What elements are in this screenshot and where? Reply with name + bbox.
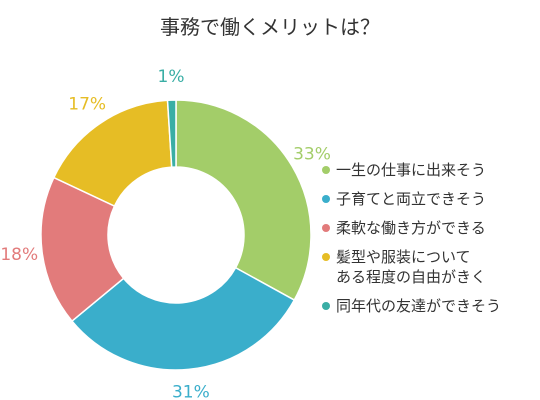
legend-item-5: 同年代の友達ができそう: [322, 296, 534, 316]
slice-percent-label-1: 33%: [293, 145, 331, 165]
legend-item-1: 一生の仕事に出来そう: [322, 160, 534, 180]
legend-item-3: 柔軟な働き方ができる: [322, 218, 534, 238]
legend-label: 子育てと両立できそう: [336, 190, 487, 208]
legend-color-swatch: [322, 253, 330, 261]
legend-color-swatch: [322, 224, 330, 232]
slice-percent-label-5: 1%: [158, 67, 185, 87]
donut-slice-1: [175, 99, 312, 302]
legend-item-2: 子育てと両立できそう: [322, 189, 534, 209]
slice-percent-label-4: 17%: [68, 94, 106, 114]
legend-label: 一生の仕事に出来そう: [336, 161, 487, 179]
slice-percent-label-2: 31%: [172, 382, 210, 400]
legend-label: 柔軟な働き方ができる: [336, 219, 486, 237]
chart-title: 事務で働くメリットは？: [160, 15, 380, 39]
chart-legend: 一生の仕事に出来そう 子育てと両立できそう 柔軟な働き方ができる髪型や服装について …: [322, 160, 534, 325]
legend-color-swatch: [322, 166, 330, 174]
donut-slice-2: [70, 266, 296, 371]
legend-color-swatch: [322, 302, 330, 310]
legend-color-swatch: [322, 195, 330, 203]
legend-label: 同年代の友達ができそう: [336, 297, 502, 315]
legend-label: 髪型や服装について ある程度の自由がきく: [336, 248, 487, 286]
slice-percent-label-3: 18%: [0, 245, 38, 265]
donut-slice-5: [166, 99, 177, 168]
legend-item-4: 髪型や服装について ある程度の自由がきく: [322, 247, 534, 287]
